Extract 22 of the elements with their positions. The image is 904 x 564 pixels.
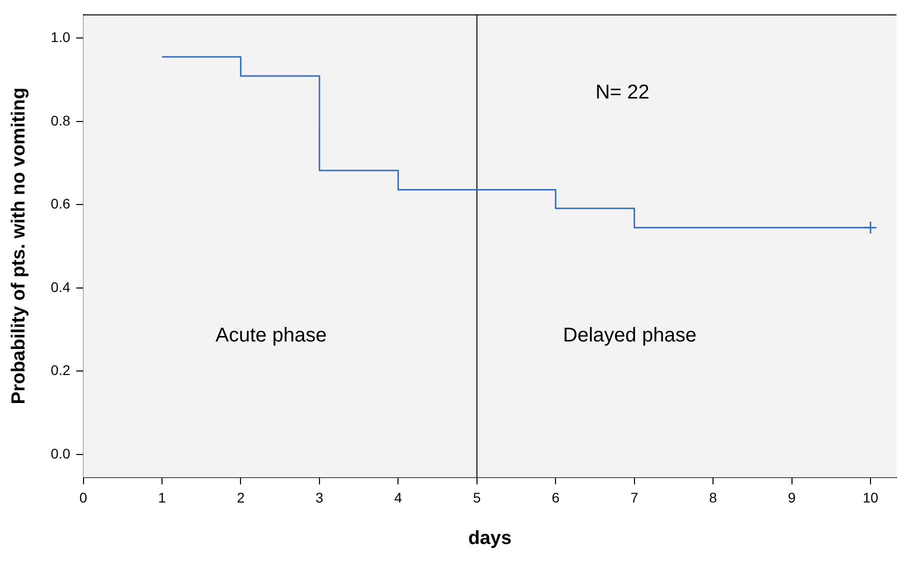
y-tick-label: 0.6	[50, 196, 70, 212]
y-tick-label: 0.8	[50, 112, 70, 128]
annotation: N= 22	[595, 82, 650, 104]
x-tick-label: 1	[158, 490, 166, 506]
x-tick-label: 5	[472, 490, 481, 506]
x-tick-label: 8	[709, 490, 718, 506]
x-tick-label: 9	[788, 490, 796, 506]
x-tick-label: 2	[236, 490, 245, 506]
y-tick-label: 0.4	[50, 278, 70, 295]
x-tick-label: 10	[862, 490, 879, 506]
annotation: Delayed phase	[563, 324, 696, 347]
x-tick-label: 6	[552, 490, 560, 506]
x-tick-label: 3	[316, 490, 324, 506]
y-tick-label: 0.0	[50, 445, 70, 462]
x-tick-label: 4	[394, 490, 402, 506]
y-tick-label: 0.2	[50, 362, 70, 378]
y-tick-label: 1.0	[50, 28, 70, 45]
annotation: Acute phase	[216, 324, 327, 347]
y-axis-title: Probability of pts. with no vomiting	[8, 88, 30, 404]
x-tick-label: 7	[630, 490, 638, 506]
x-axis-title: days	[468, 528, 512, 549]
x-tick-label: 0	[79, 490, 88, 506]
